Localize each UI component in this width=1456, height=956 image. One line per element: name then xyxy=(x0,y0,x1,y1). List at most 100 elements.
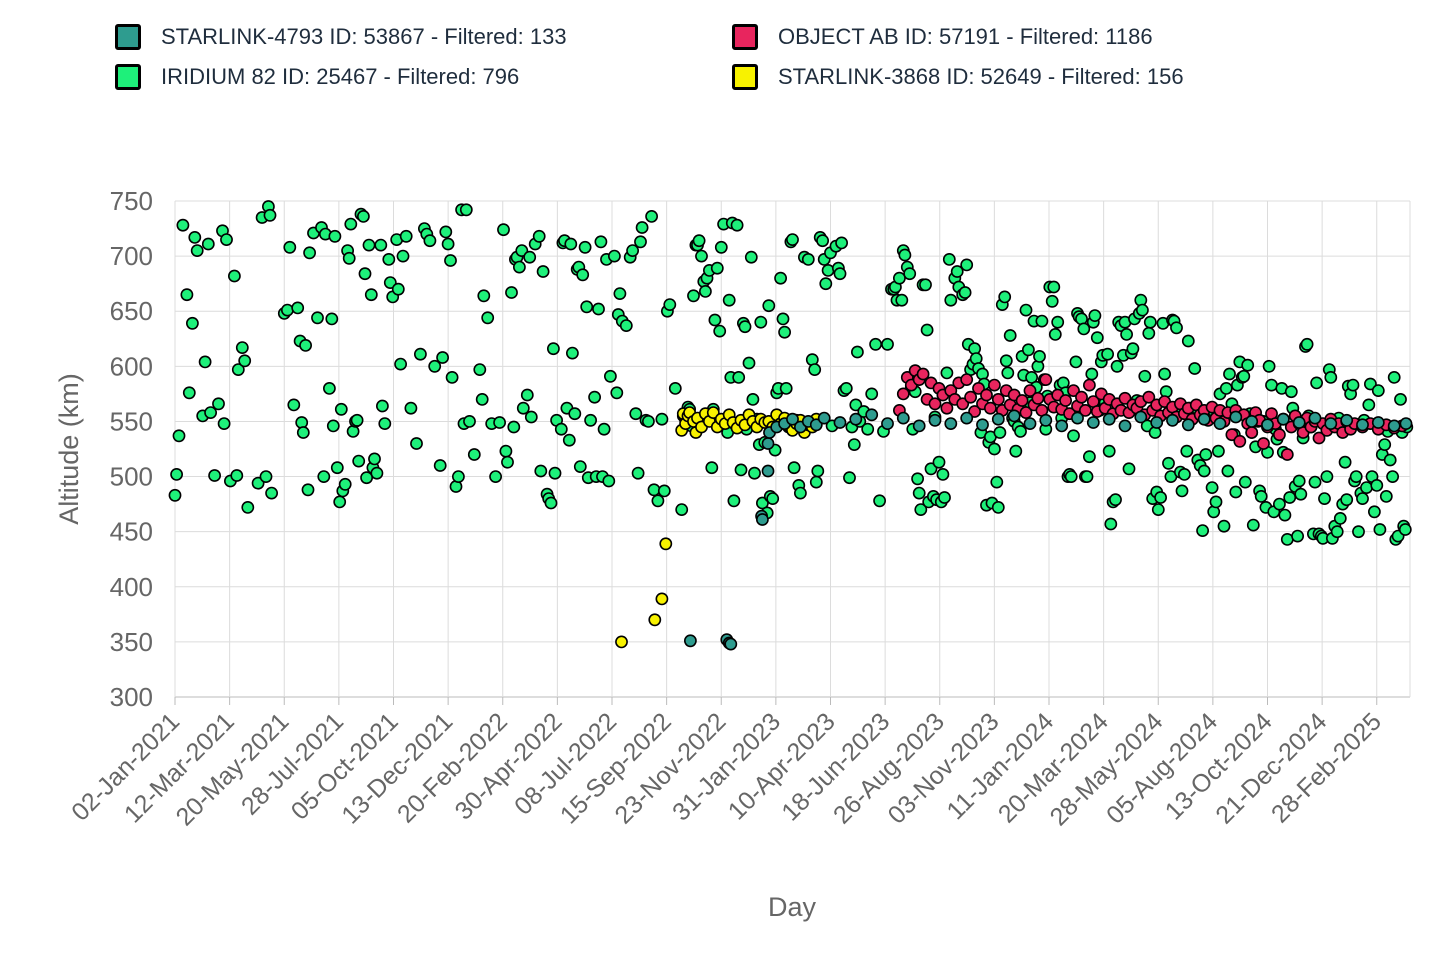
data-point xyxy=(1047,280,1061,294)
data-point xyxy=(1086,416,1100,429)
data-point xyxy=(303,246,316,260)
data-point xyxy=(629,407,643,421)
data-point xyxy=(423,234,437,248)
data-point xyxy=(352,454,366,468)
data-point xyxy=(342,251,356,265)
data-point xyxy=(655,412,669,426)
data-point xyxy=(1138,369,1152,383)
data-point xyxy=(738,320,752,334)
chart-legend: STARLINK-4793 ID: 53867 - Filtered: 133 … xyxy=(0,0,1456,110)
data-point xyxy=(932,455,946,469)
data-point xyxy=(1360,481,1373,494)
data-point xyxy=(1122,462,1136,476)
data-point xyxy=(368,452,381,466)
legend-item-object-ab[interactable]: OBJECT AB ID: 57191 - Filtered: 1186 xyxy=(732,24,1153,50)
data-point xyxy=(761,464,775,478)
legend-item-starlink-3868[interactable]: STARLINK-3868 ID: 52649 - Filtered: 156 xyxy=(732,64,1184,90)
data-point xyxy=(1178,467,1191,481)
data-point xyxy=(642,414,655,428)
data-point xyxy=(473,363,487,376)
data-point xyxy=(568,407,582,421)
data-point xyxy=(1102,412,1116,426)
data-point xyxy=(544,496,558,510)
data-point xyxy=(1217,519,1231,533)
data-point xyxy=(999,354,1013,368)
data-point xyxy=(1101,347,1114,361)
data-point xyxy=(1170,321,1183,335)
data-point xyxy=(241,500,255,514)
data-point xyxy=(604,369,617,383)
data-point xyxy=(1071,411,1084,425)
data-point xyxy=(742,356,756,370)
legend-swatch xyxy=(732,64,758,90)
data-point xyxy=(787,461,801,475)
data-point xyxy=(185,316,199,330)
data-point xyxy=(1083,450,1096,464)
legend-item-iridium-82[interactable]: IRIDIUM 82 ID: 25467 - Filtered: 796 xyxy=(115,64,519,90)
data-point xyxy=(208,469,221,482)
data-point xyxy=(1340,413,1354,427)
data-point xyxy=(1023,384,1037,397)
data-point xyxy=(176,218,190,232)
data-point xyxy=(936,467,950,481)
data-point xyxy=(896,387,910,401)
data-point xyxy=(1048,327,1062,341)
data-point xyxy=(873,494,886,508)
data-point xyxy=(833,267,847,281)
data-point xyxy=(1292,474,1306,488)
series-group xyxy=(615,406,823,649)
data-point xyxy=(382,252,396,266)
data-point xyxy=(1245,426,1259,439)
data-point xyxy=(428,359,442,373)
data-point xyxy=(699,284,712,298)
data-point xyxy=(441,237,455,251)
data-point xyxy=(1158,367,1171,381)
data-point xyxy=(608,249,621,263)
data-point xyxy=(592,302,605,316)
series-group xyxy=(684,408,1413,651)
legend-item-starlink-4793[interactable]: STARLINK-4793 ID: 53867 - Filtered: 133 xyxy=(115,24,567,50)
data-point xyxy=(816,234,829,248)
data-point xyxy=(714,240,728,254)
data-point xyxy=(819,277,833,291)
data-point xyxy=(1181,418,1195,432)
data-point xyxy=(705,461,719,475)
data-point xyxy=(972,381,985,395)
data-point xyxy=(1197,412,1211,426)
data-point xyxy=(976,418,989,432)
data-point xyxy=(356,209,370,223)
data-point xyxy=(212,397,225,411)
data-point xyxy=(1083,378,1096,392)
data-point xyxy=(727,494,741,508)
data-point xyxy=(849,398,863,412)
data-point xyxy=(1352,525,1365,539)
data-point xyxy=(1333,512,1347,525)
data-point xyxy=(776,312,790,326)
data-point xyxy=(881,417,894,430)
data-point xyxy=(655,592,669,606)
data-point xyxy=(778,325,791,339)
y-tick-label: 500 xyxy=(110,462,153,492)
data-point xyxy=(1085,367,1099,381)
data-point xyxy=(1254,489,1268,503)
data-point xyxy=(1175,484,1189,498)
data-point xyxy=(898,248,912,262)
data-point xyxy=(980,388,993,402)
data-point xyxy=(895,293,909,307)
data-point xyxy=(912,419,926,433)
data-point xyxy=(835,236,848,250)
data-point xyxy=(524,410,538,424)
data-point xyxy=(938,491,951,504)
data-point xyxy=(635,221,649,234)
data-point xyxy=(1237,369,1251,383)
data-point xyxy=(497,223,510,237)
data-point xyxy=(1023,417,1037,430)
data-point xyxy=(597,422,611,436)
data-point xyxy=(322,381,336,395)
data-point xyxy=(613,287,627,300)
data-point xyxy=(333,495,347,509)
data-point xyxy=(334,402,348,416)
data-point xyxy=(1007,409,1021,423)
data-point xyxy=(710,261,724,275)
